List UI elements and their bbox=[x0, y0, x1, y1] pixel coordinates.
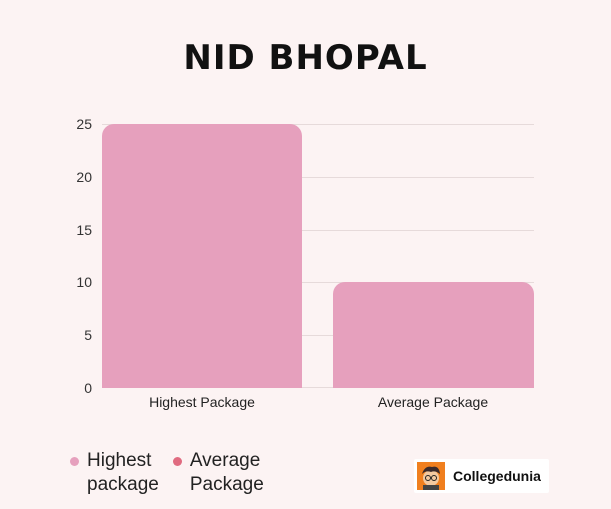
y-tick: 5 bbox=[84, 327, 92, 343]
x-label: Average Package bbox=[377, 394, 489, 410]
legend-item-highest: Highest package bbox=[70, 449, 159, 497]
gridline bbox=[102, 335, 534, 336]
legend-label: Highest bbox=[87, 450, 152, 471]
mascot-icon bbox=[417, 462, 445, 490]
legend-label: Package bbox=[189, 474, 264, 495]
legend-label: Average bbox=[189, 450, 261, 471]
legend-dot-icon bbox=[172, 457, 182, 466]
gridline bbox=[102, 230, 534, 231]
brand-name: Collegedunia bbox=[453, 468, 541, 484]
gridline bbox=[102, 282, 534, 283]
plot-area bbox=[102, 124, 534, 388]
legend: Highest package Average Package bbox=[70, 449, 264, 497]
legend-item-average: Average Package bbox=[172, 449, 264, 497]
legend-dot-icon bbox=[70, 457, 79, 466]
y-tick: 0 bbox=[84, 380, 92, 396]
legend-label: package bbox=[87, 474, 159, 495]
y-tick: 25 bbox=[76, 116, 92, 132]
gridline bbox=[102, 124, 534, 125]
y-tick: 10 bbox=[76, 274, 92, 290]
bar-average-package bbox=[333, 282, 534, 388]
y-tick: 15 bbox=[76, 222, 92, 238]
bar-highest-package bbox=[102, 124, 302, 388]
x-label: Highest Package bbox=[149, 394, 255, 410]
gridline bbox=[102, 177, 534, 178]
brand-logo: Collegedunia bbox=[414, 459, 549, 493]
chart-title: NID BHOPAL bbox=[183, 38, 428, 78]
y-tick: 20 bbox=[76, 169, 92, 185]
gridline bbox=[102, 387, 534, 388]
